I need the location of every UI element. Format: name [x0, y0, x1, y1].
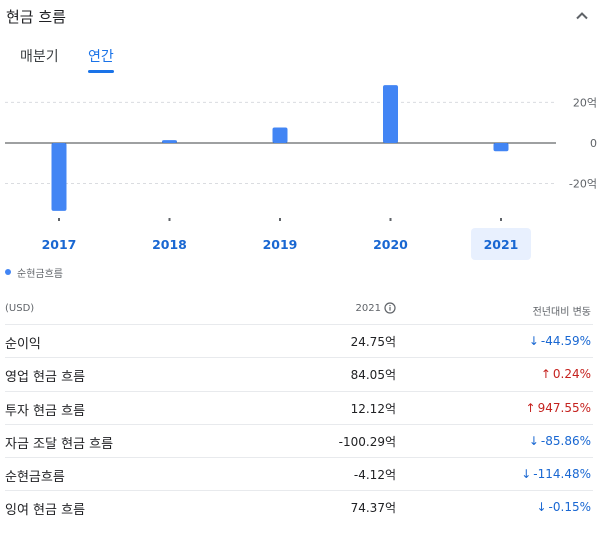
- table-row: 자금 조달 현금 흐름 -100.29억 ↓ -85.86%: [5, 423, 593, 457]
- year-column-header: 2021: [355, 303, 381, 314]
- y-tick-label: 0: [590, 137, 597, 150]
- row-value: -4.12억: [353, 468, 396, 483]
- cash-flow-table: 순이익 24.75억 ↓ -44.59% 영업 현금 흐름 84.05억 ↑ 0.24% 투자 …: [5, 324, 593, 524]
- legend-label: 순현금흐름: [17, 268, 63, 280]
- section-title: 현금 흐름: [6, 8, 66, 26]
- arrow-down-icon: ↓: [536, 500, 547, 515]
- arrow-down-icon: ↓: [521, 467, 532, 482]
- arrow-up-icon: ↑: [540, 367, 551, 382]
- row-label: 영업 현금 흐름: [5, 370, 86, 386]
- row-value: 24.75억: [350, 335, 396, 349]
- year-label-2019[interactable]: 2019: [263, 237, 298, 252]
- bar-2021: [493, 142, 509, 152]
- row-value: 84.05억: [350, 368, 396, 383]
- selected-year-highlight: [471, 228, 531, 260]
- chart-svg: 20억 0 -20억 2017 2018 2019 2020 2021: [5, 85, 597, 260]
- row-change: ↑ 947.55%: [526, 401, 591, 415]
- cash-flow-header: 현금 흐름: [6, 6, 596, 28]
- change-percent: -44.59%: [540, 334, 591, 348]
- row-value: -100.29억: [338, 434, 396, 449]
- x-tick-mark: [279, 218, 281, 221]
- table-row: 투자 현금 흐름 12.12억 ↑ 947.55%: [5, 390, 593, 424]
- row-label: 순이익: [5, 337, 41, 352]
- year-label-2021[interactable]: 2021: [484, 237, 519, 252]
- row-label: 자금 조달 현금 흐름: [5, 436, 114, 452]
- table-row: 순현금흐름 -4.12억 ↓ -114.48%: [5, 457, 593, 490]
- table-row: 순이익 24.75억 ↓ -44.59%: [5, 324, 593, 357]
- bar-2018: [162, 140, 177, 143]
- year-label-2020[interactable]: 2020: [373, 237, 408, 252]
- row-change: ↓ -85.86%: [529, 434, 591, 448]
- bar-2017: [51, 142, 67, 211]
- bar-2019: [272, 127, 288, 143]
- change-percent: 947.55%: [537, 400, 591, 415]
- x-tick-mark: [500, 218, 502, 221]
- row-value: 74.37억: [350, 501, 396, 516]
- year-label-2017[interactable]: 2017: [42, 237, 77, 252]
- change-percent: 0.24%: [552, 367, 591, 382]
- bar-2020: [383, 85, 398, 143]
- table-row: 영업 현금 흐름 84.05억 ↑ 0.24%: [5, 357, 593, 390]
- active-tab-indicator: [88, 70, 114, 73]
- tab-annual[interactable]: 연간: [88, 46, 114, 73]
- arrow-down-icon: ↓: [528, 433, 539, 448]
- arrow-up-icon: ↑: [525, 400, 536, 415]
- legend-swatch: [5, 269, 11, 275]
- arrow-down-icon: ↓: [528, 334, 539, 348]
- row-label: 투자 현금 흐름: [5, 403, 86, 419]
- tab-annual-label: 연간: [88, 49, 114, 65]
- x-tick-mark: [168, 218, 171, 221]
- row-change: ↑ 0.24%: [541, 367, 591, 381]
- x-tick-mark: [58, 218, 60, 221]
- chevron-up-icon[interactable]: [574, 8, 590, 24]
- change-percent: -0.15%: [548, 500, 591, 515]
- chart-legend: 순현금흐름: [5, 265, 63, 280]
- tab-quarterly[interactable]: 매분기: [20, 49, 59, 65]
- row-change: ↓ -0.15%: [536, 500, 591, 514]
- change-percent: -114.48%: [533, 467, 591, 482]
- change-column-header: 전년대비 변동: [532, 307, 591, 318]
- year-label-2018[interactable]: 2018: [152, 237, 187, 252]
- row-change: ↓ -114.48%: [521, 467, 591, 481]
- currency-label: (USD): [5, 303, 35, 314]
- change-percent: -85.86%: [540, 433, 591, 448]
- x-tick-mark: [389, 218, 392, 221]
- cash-flow-chart: 20억 0 -20억 2017 2018 2019 2020 2021: [0, 78, 602, 260]
- row-label: 잉여 현금 흐름: [5, 503, 86, 519]
- row-label: 순현금흐름: [5, 470, 65, 486]
- y-tick-label: -20억: [569, 178, 597, 191]
- info-icon[interactable]: [384, 302, 396, 314]
- table-row: 잉여 현금 흐름 74.37억 ↓ -0.15%: [5, 490, 593, 523]
- row-change: ↓ -44.59%: [529, 334, 591, 348]
- row-value: 12.12억: [350, 401, 396, 416]
- y-tick-label: 20억: [573, 96, 597, 109]
- table-header: (USD) 2021 전년대비 변동: [5, 301, 593, 318]
